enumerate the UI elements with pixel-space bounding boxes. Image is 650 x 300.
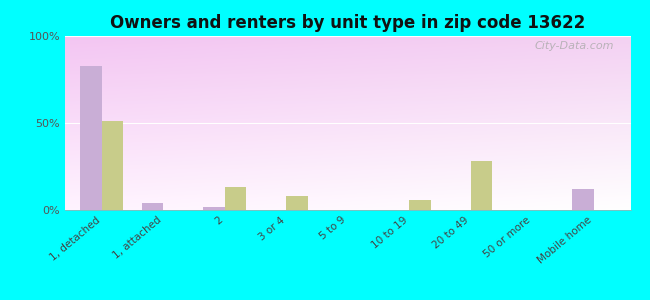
Bar bbox=[203, 206, 225, 210]
Title: Owners and renters by unit type in zip code 13622: Owners and renters by unit type in zip c… bbox=[110, 14, 586, 32]
Bar bbox=[410, 200, 431, 210]
Bar bbox=[81, 66, 102, 210]
Text: City-Data.com: City-Data.com bbox=[534, 41, 614, 51]
Bar bbox=[142, 203, 163, 210]
Bar bbox=[572, 189, 593, 210]
Bar bbox=[471, 161, 492, 210]
Bar bbox=[225, 188, 246, 210]
Bar bbox=[286, 196, 308, 210]
Bar bbox=[102, 121, 124, 210]
